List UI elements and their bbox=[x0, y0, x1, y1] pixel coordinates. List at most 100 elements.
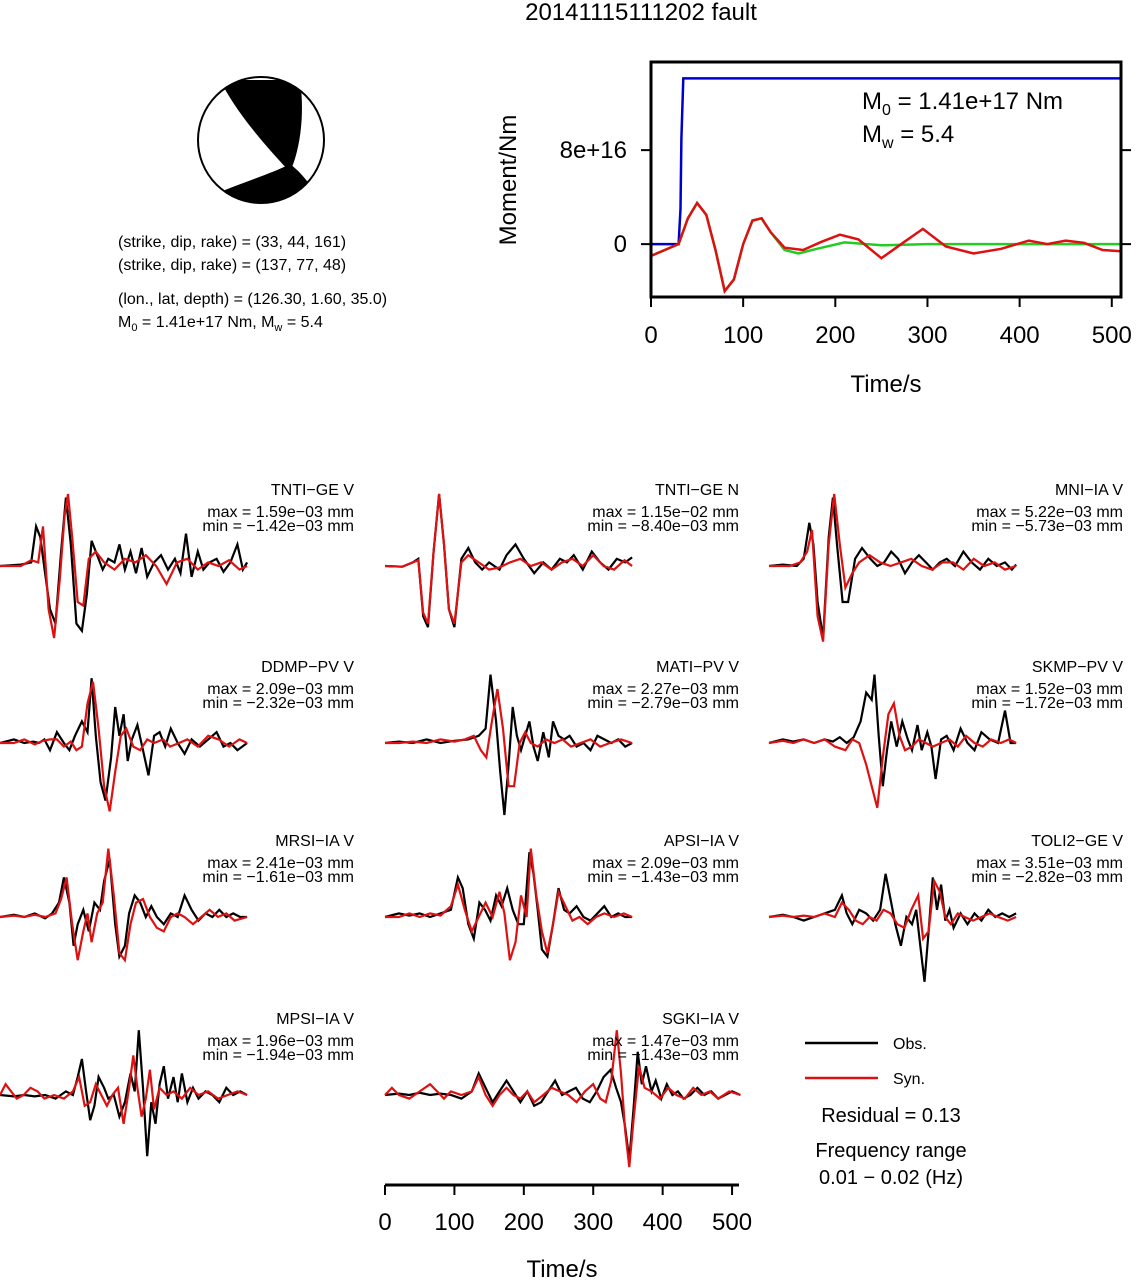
station-label: MATI−PV V bbox=[656, 659, 739, 676]
residual-label: Residual = 0.13 bbox=[821, 1105, 961, 1127]
waveform-time-axis: 0 100 200 300 400 500 Time/s bbox=[378, 1183, 752, 1280]
station-label: TOLI2−GE V bbox=[1031, 833, 1123, 850]
moment-xtick-label: 0 bbox=[644, 322, 657, 349]
station-label: TNTI−GE V bbox=[271, 482, 354, 499]
station-min: min = −1.42e−03 mm bbox=[202, 518, 354, 535]
nodal-plane-2: (strike, dip, rake) = (137, 77, 48) bbox=[118, 257, 346, 274]
synthetic-trace bbox=[768, 877, 1017, 942]
synthetic-trace bbox=[768, 699, 1017, 809]
station-max: max = 2.09e−03 mm bbox=[592, 855, 739, 872]
observed-trace bbox=[768, 873, 1017, 982]
station-min: min = −1.61e−03 mm bbox=[202, 869, 354, 886]
waveform-xtick-label: 500 bbox=[712, 1209, 752, 1236]
frequency-range-value: 0.01 − 0.02 (Hz) bbox=[819, 1167, 963, 1189]
moment-xtick-label: 400 bbox=[1000, 322, 1040, 349]
station-max: max = 2.27e−03 mm bbox=[592, 681, 739, 698]
station-label: DDMP−PV V bbox=[261, 659, 354, 676]
moment-xtick-label: 100 bbox=[723, 322, 763, 349]
moment-plot: 0 100 200 300 400 500 0 8e+16 Time/s Moment/Nm… bbox=[495, 60, 1132, 398]
moment-plot-ylabel: Moment/Nm bbox=[495, 115, 522, 246]
moment-ytick-label: 0 bbox=[614, 231, 627, 258]
waveform-xtick-label: 400 bbox=[643, 1209, 683, 1236]
station-max: max = 1.96e−03 mm bbox=[207, 1033, 354, 1050]
synthetic-trace bbox=[0, 493, 248, 639]
station-max: max = 5.22e−03 mm bbox=[976, 504, 1123, 521]
station-min: min = −8.40e−03 mm bbox=[587, 518, 739, 535]
observed-trace bbox=[0, 678, 248, 801]
station-min: min = −5.73e−03 mm bbox=[971, 518, 1123, 535]
station-min: min = −1.43e−03 mm bbox=[587, 869, 739, 886]
observed-trace bbox=[768, 674, 1017, 787]
station-max: max = 1.47e−03 mm bbox=[592, 1033, 739, 1050]
moment-annotation-mw: Mw = 5.4 bbox=[862, 121, 954, 152]
legend-observed-label: Obs. bbox=[893, 1036, 927, 1053]
moment-xtick-label: 200 bbox=[815, 322, 855, 349]
observed-trace bbox=[384, 1051, 741, 1160]
moment-annotation-m0: M0 = 1.41e+17 Nm bbox=[862, 88, 1063, 119]
station-label: TNTI−GE N bbox=[655, 482, 739, 499]
waveform-xtick-label: 200 bbox=[504, 1209, 544, 1236]
waveform-axis-xlabel: Time/s bbox=[526, 1256, 597, 1280]
station-max: max = 1.59e−03 mm bbox=[207, 504, 354, 521]
moment-xtick-label: 500 bbox=[1092, 322, 1132, 349]
moment-series-2 bbox=[650, 200, 1122, 294]
station-label: MPSI−IA V bbox=[276, 1011, 354, 1028]
station-max: max = 1.15e−02 mm bbox=[592, 504, 739, 521]
synthetic-trace bbox=[384, 493, 633, 625]
station-label: APSI−IA V bbox=[664, 833, 739, 850]
hypocenter-location: (lon., lat, depth) = (126.30, 1.60, 35.0… bbox=[118, 291, 387, 308]
synthetic-trace bbox=[384, 1030, 741, 1168]
figure-title: 20141115111202 fault bbox=[525, 0, 757, 26]
station-min: min = −1.43e−03 mm bbox=[587, 1047, 739, 1064]
station-min: min = −2.32e−03 mm bbox=[202, 695, 354, 712]
frequency-range-title: Frequency range bbox=[815, 1140, 966, 1162]
station-max: max = 2.09e−03 mm bbox=[207, 681, 354, 698]
moment-plot-xlabel: Time/s bbox=[850, 371, 921, 398]
legend-synthetic-label: Syn. bbox=[893, 1071, 925, 1088]
moment-xtick-label: 300 bbox=[907, 322, 947, 349]
waveform-xtick-label: 100 bbox=[434, 1209, 474, 1236]
station-label: MRSI−IA V bbox=[275, 833, 354, 850]
station-min: min = −2.79e−03 mm bbox=[587, 695, 739, 712]
moment-magnitude-line: M0 = 1.41e+17 Nm, Mw = 5.4 bbox=[118, 314, 323, 334]
station-min: min = −1.72e−03 mm bbox=[971, 695, 1123, 712]
station-max: max = 3.51e−03 mm bbox=[976, 855, 1123, 872]
observed-trace bbox=[0, 1030, 248, 1157]
nodal-plane-1: (strike, dip, rake) = (33, 44, 161) bbox=[118, 234, 346, 251]
moment-series-0 bbox=[651, 77, 1121, 246]
synthetic-trace bbox=[0, 848, 248, 963]
synthetic-trace bbox=[385, 688, 633, 788]
synthetic-trace bbox=[769, 493, 1017, 642]
station-max: max = 2.41e−03 mm bbox=[207, 855, 354, 872]
station-min: min = −2.82e−03 mm bbox=[971, 869, 1123, 886]
beachball-compression-quadrant-upper bbox=[220, 80, 302, 172]
moment-ytick-label: 8e+16 bbox=[560, 137, 627, 164]
waveform-legend: Obs. Syn. Residual = 0.13 Frequency rang… bbox=[805, 1036, 967, 1189]
synthetic-trace bbox=[385, 848, 633, 961]
station-min: min = −1.94e−03 mm bbox=[202, 1047, 354, 1064]
station-label: SGKI−IA V bbox=[662, 1011, 739, 1028]
beachball-outline bbox=[197, 76, 325, 204]
station-label: MNI−IA V bbox=[1055, 482, 1123, 499]
moment-plot-frame bbox=[649, 60, 1123, 299]
beachball-diagram bbox=[197, 76, 325, 204]
source-info: (strike, dip, rake) = (33, 44, 161) (str… bbox=[118, 234, 387, 334]
waveform-xtick-label: 0 bbox=[378, 1209, 391, 1236]
waveform-xtick-label: 300 bbox=[573, 1209, 613, 1236]
synthetic-trace bbox=[0, 681, 248, 812]
station-label: SKMP−PV V bbox=[1032, 659, 1123, 676]
station-max: max = 1.52e−03 mm bbox=[976, 681, 1123, 698]
synthetic-trace bbox=[0, 1055, 248, 1124]
